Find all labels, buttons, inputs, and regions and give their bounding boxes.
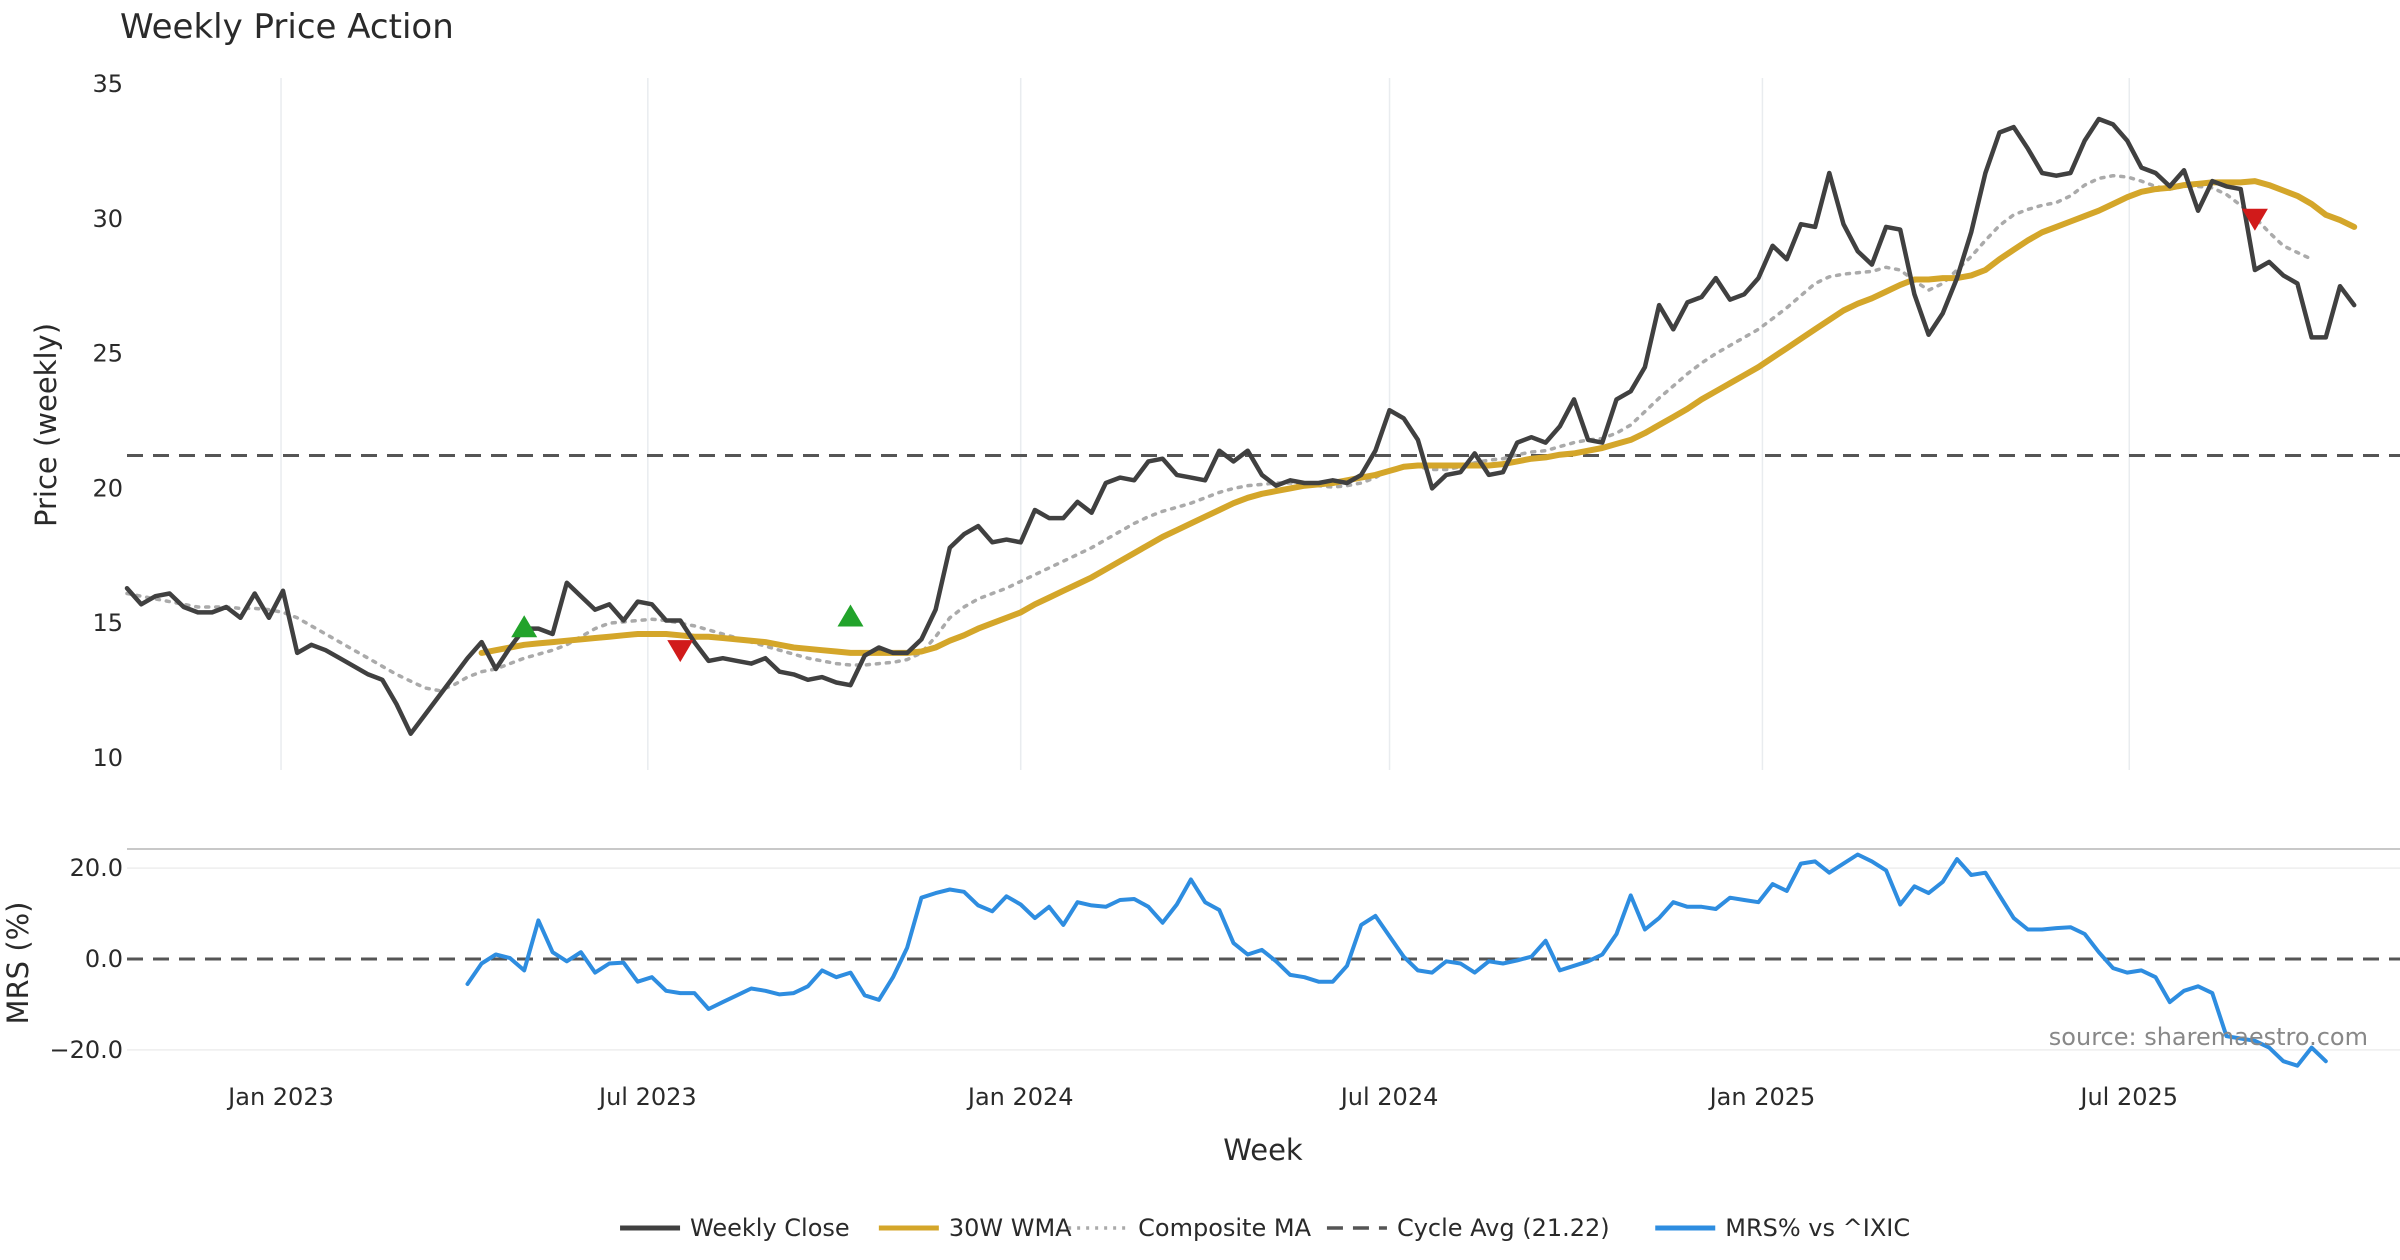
price-ytick-1: 15 (92, 609, 123, 637)
mrs-ytick-0: 20.0 (70, 854, 123, 882)
series-mrs-vs-ixic (465, 852, 2328, 1068)
legend-item-0: Weekly Close (620, 1214, 850, 1242)
sell-signal-marker-1 (667, 640, 694, 663)
legend-item-4: MRS% vs ^IXIC (1655, 1214, 1910, 1242)
price-y-tick-labels: 10 15 20 25 30 35 (92, 70, 123, 772)
legend-label-0: Weekly Close (690, 1214, 850, 1242)
legend-label-4: MRS% vs ^IXIC (1725, 1214, 1910, 1242)
price-ytick-0: 10 (92, 744, 123, 772)
x-tick-1: Jul 2023 (597, 1083, 697, 1111)
mrs-series-group (465, 852, 2328, 1068)
price-y-axis-label: Price (weekly) (29, 323, 63, 527)
legend: Weekly Close 30W WMA Composite MA Cycle Avg… (620, 1214, 1910, 1242)
legend-label-2: Composite MA (1138, 1214, 1311, 1242)
x-tick-2: Jan 2024 (966, 1083, 1074, 1111)
mrs-ytick-2: −20.0 (49, 1036, 123, 1064)
price-series-group (124, 116, 2358, 736)
price-ytick-5: 35 (92, 70, 123, 98)
legend-label-3: Cycle Avg (21.22) (1397, 1214, 1610, 1242)
buy-signal-marker-0 (511, 615, 538, 638)
legend-item-3: Cycle Avg (21.22) (1326, 1214, 1610, 1242)
x-tick-4: Jan 2025 (1708, 1083, 1816, 1111)
price-ytick-2: 20 (92, 474, 123, 502)
mrs-y-tick-labels: 20.0 0.0 −20.0 (49, 854, 123, 1064)
series-weekly-close (124, 116, 2357, 736)
x-tick-labels: Jan 2023 Jul 2023 Jan 2024 Jul 2024 Jan 2025… (226, 1083, 2178, 1111)
signal-markers (511, 208, 2268, 663)
mrs-ytick-1: 0.0 (85, 945, 123, 973)
x-axis-label: Week (1223, 1133, 1303, 1167)
price-ytick-3: 25 (92, 340, 123, 368)
legend-item-2: Composite MA (1068, 1214, 1312, 1242)
legend-item-1: 30W WMA (878, 1214, 1072, 1242)
x-tick-0: Jan 2023 (226, 1083, 334, 1111)
legend-label-1: 30W WMA (949, 1214, 1072, 1242)
x-tick-5: Jul 2025 (2078, 1083, 2178, 1111)
source-annotation: source: sharemaestro.com (2049, 1023, 2368, 1051)
x-tick-3: Jul 2024 (1339, 1083, 1439, 1111)
sell-signal-marker-3 (2241, 208, 2268, 231)
mrs-y-axis-label: MRS (%) (1, 902, 35, 1025)
price-ytick-4: 30 (92, 205, 123, 233)
chart-title: Weekly Price Action (120, 7, 454, 47)
buy-signal-marker-2 (837, 604, 864, 627)
series-30w-wma (478, 178, 2358, 656)
